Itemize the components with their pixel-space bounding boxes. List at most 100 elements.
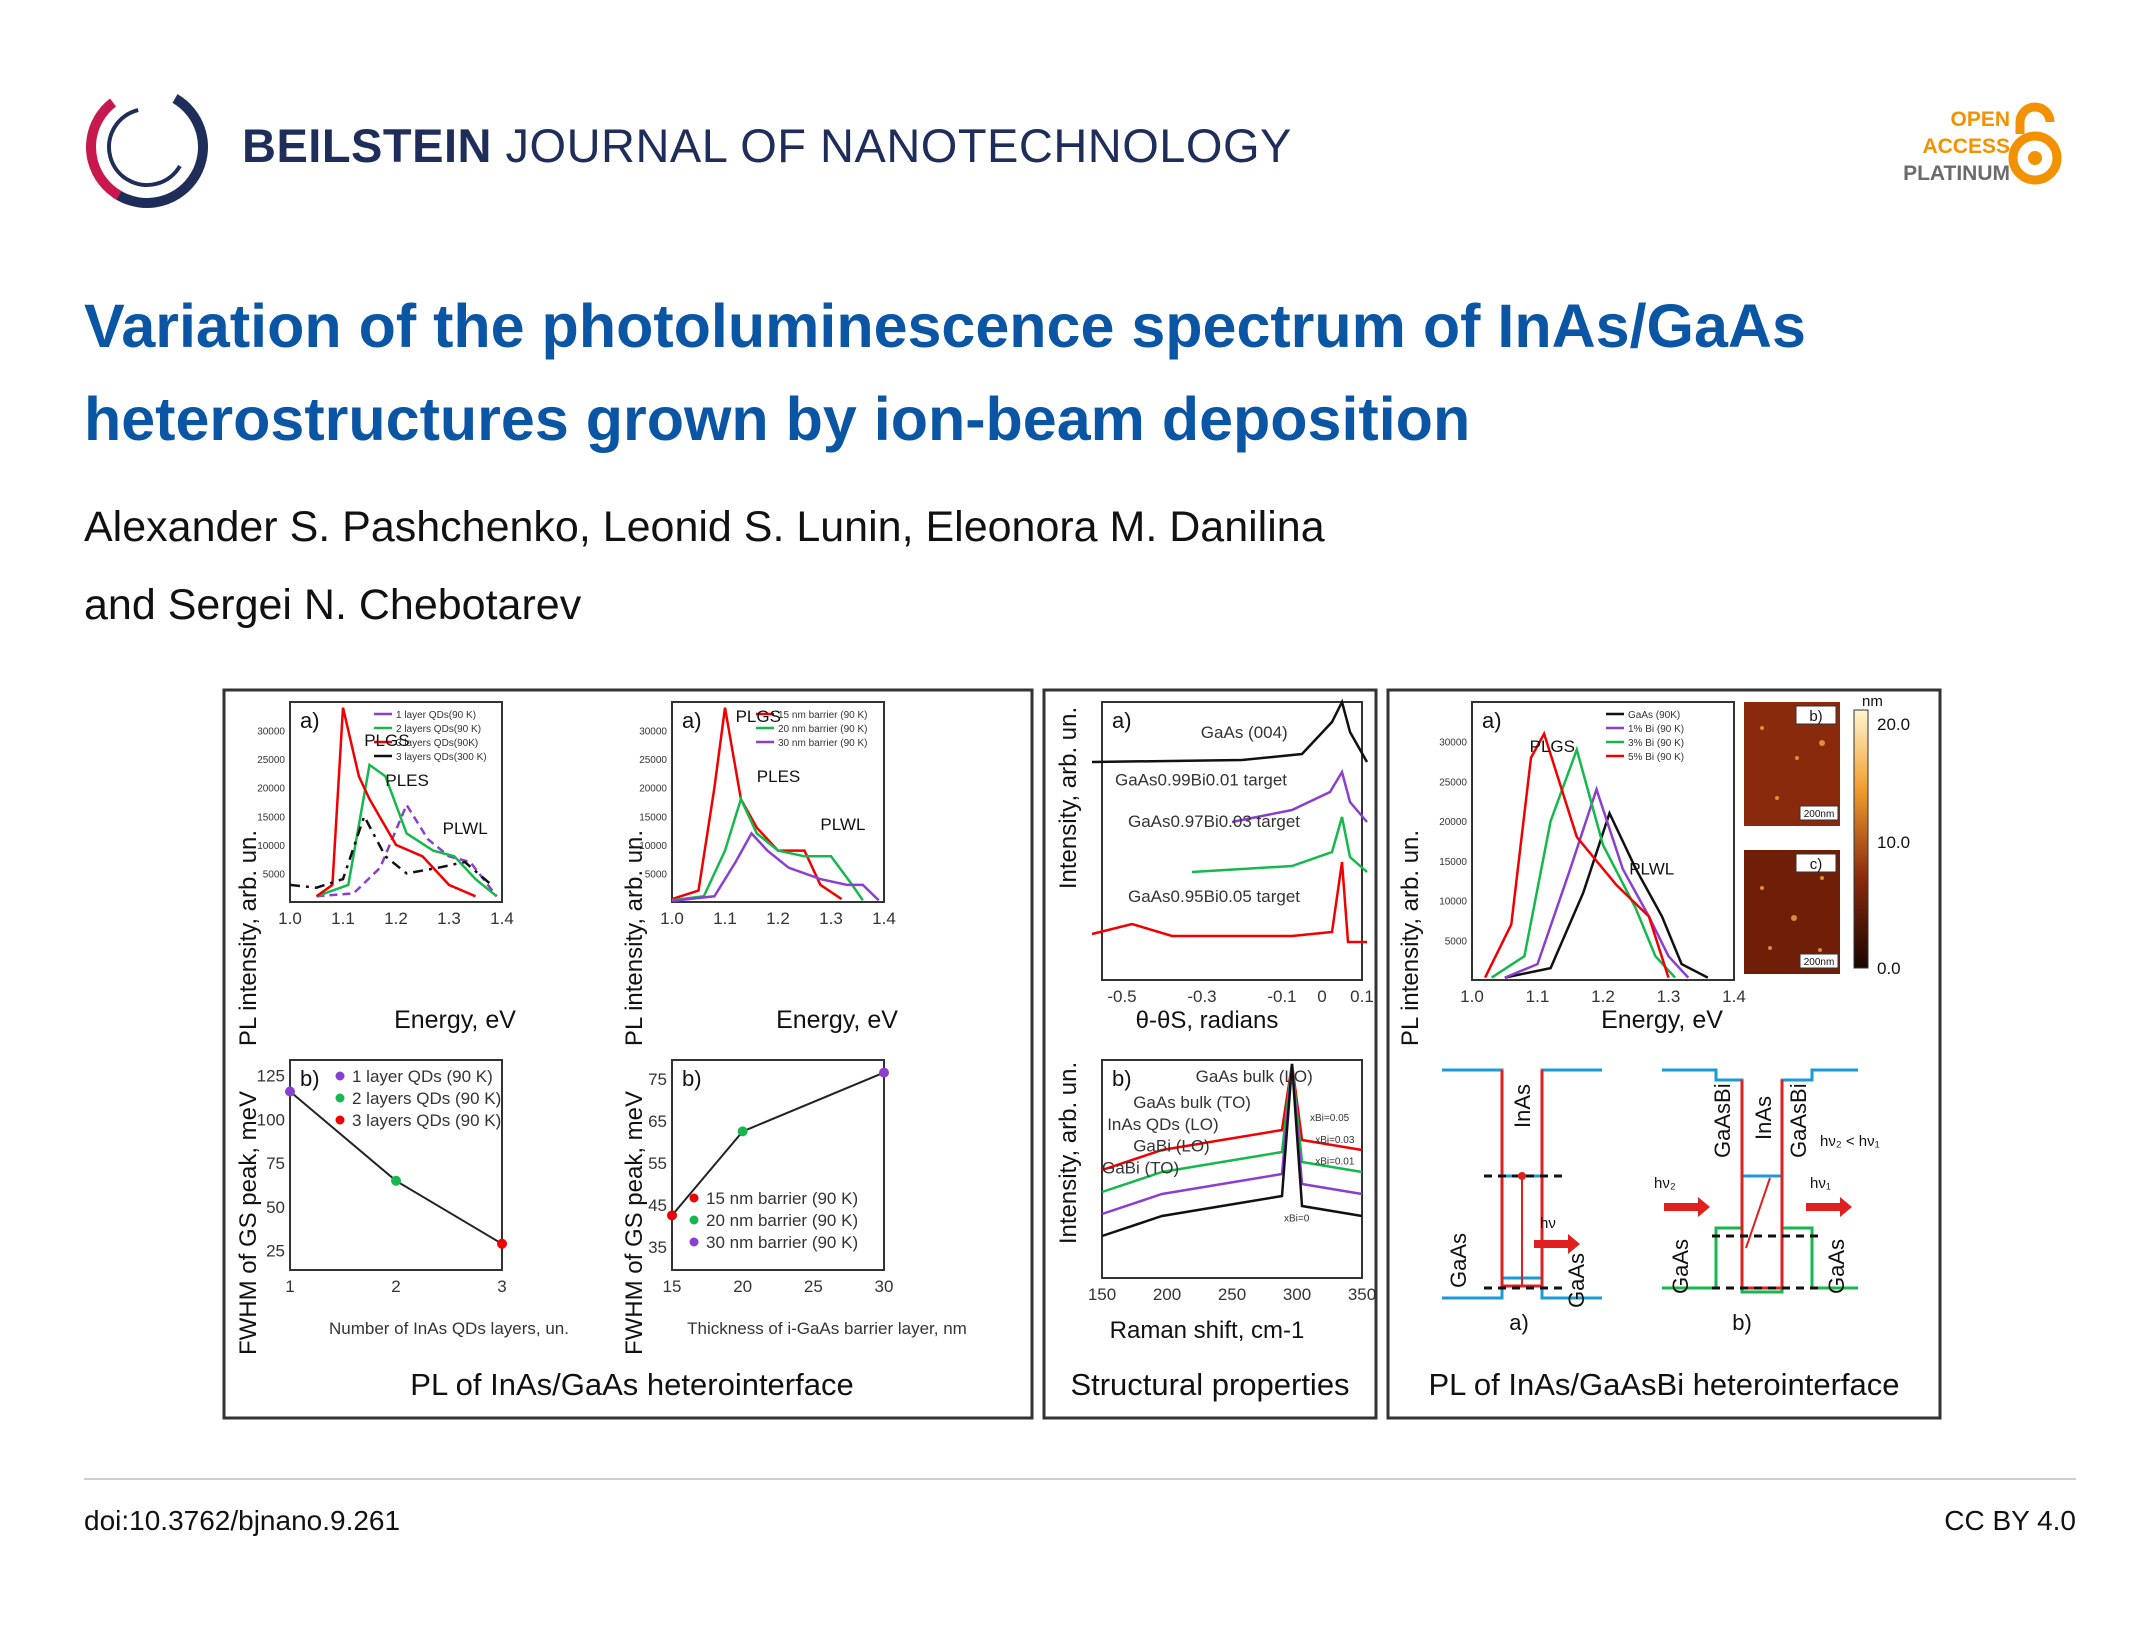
legend-dot-3-2	[689, 1237, 699, 1247]
panel-letter-2: b)	[300, 1066, 320, 1091]
afm-label-b: b)	[1809, 708, 1822, 725]
x-tick-5-0: 150	[1088, 1285, 1116, 1304]
plot-area-2	[289, 1059, 503, 1271]
x-tick-4-1: -0.3	[1187, 987, 1216, 1006]
y-tick-2-4: 125	[257, 1067, 285, 1086]
pl-ylabel-3: PL intensity, arb. un.	[1397, 830, 1424, 1046]
legend-label-0-1: 2 layers QDs(90 K)	[396, 724, 481, 735]
series-1-2	[671, 831, 880, 903]
y-tick-1-1: 10000	[639, 841, 667, 852]
x-tick-6-1: 1.1	[1526, 987, 1550, 1006]
y-tick-6-4: 25000	[1439, 777, 1467, 788]
series-0-3	[289, 813, 493, 889]
panel-letter-3: b)	[682, 1066, 702, 1091]
band-label-gaasbi-2: GaAsBi	[1786, 1083, 1811, 1158]
afm-colorbar	[1853, 709, 1869, 969]
fwhm-ylabel-2: FWHM of GS peak, meV	[621, 1091, 648, 1355]
band-label-gaas-1: GaAs	[1446, 1233, 1471, 1288]
raman-annotation-2: InAs QDs (LO)	[1107, 1115, 1218, 1134]
raman-curve-1	[1101, 1063, 1363, 1194]
band-label-gaas-4: GaAs	[1824, 1239, 1849, 1294]
y-tick-3-1: 45	[648, 1196, 667, 1215]
pl-ylabel-1: PL intensity, arb. un.	[235, 830, 262, 1046]
raman-annotation-4: GaBi (TO)	[1102, 1158, 1179, 1177]
x-tick-3-0: 15	[663, 1277, 682, 1296]
peak-label-0-0: PLGS	[364, 731, 409, 750]
raman-annotation-5: xBi=0.05	[1310, 1113, 1350, 1124]
x-tick-5-1: 200	[1153, 1285, 1181, 1304]
legend-dot-2-2	[335, 1115, 345, 1125]
x-tick-1-4: 1.4	[872, 909, 896, 928]
series-6-0	[1504, 809, 1709, 979]
x-tick-0-4: 1.4	[490, 909, 514, 928]
x-tick-3-2: 25	[804, 1277, 823, 1296]
plot-area-1	[671, 701, 885, 903]
series-0-1	[316, 762, 498, 898]
band-label-inas-2: InAs	[1751, 1096, 1776, 1140]
legend-label-3-0: 15 nm barrier (90 K)	[706, 1189, 858, 1208]
band-hv1: hν₁	[1810, 1175, 1831, 1192]
open-access-line-3: PLATINUM	[1903, 162, 2010, 185]
fwhm-ylabel-1: FWHM of GS peak, meV	[235, 1091, 262, 1355]
x-tick-4-3: 0	[1317, 987, 1326, 1006]
peak-label-0-1: PLES	[385, 771, 428, 790]
afm-tick-20: 20.0	[1877, 715, 1910, 734]
raman-xlabel: Raman shift, cm-1	[1110, 1317, 1305, 1344]
y-tick-6-5: 30000	[1439, 738, 1467, 749]
x-tick-2-0: 1	[285, 1277, 294, 1296]
legend-label-2-1: 2 layers QDs (90 K)	[352, 1089, 501, 1108]
legend-label-1-2: 30 nm barrier (90 K)	[778, 738, 867, 749]
legend-label-3-1: 20 nm barrier (90 K)	[706, 1211, 858, 1230]
open-access-lock-icon	[2008, 102, 2062, 185]
theta-xlabel: θ-θS, radians	[1136, 1007, 1279, 1034]
x-tick-5-2: 250	[1218, 1285, 1246, 1304]
legend-dot-3-0	[689, 1193, 699, 1203]
xrd-annotation-1: GaAs0.99Bi0.01 target	[1115, 770, 1287, 789]
band-label-inas-1: InAs	[1510, 1084, 1535, 1128]
y-tick-1-4: 25000	[639, 755, 667, 766]
x-tick-5-4: 350	[1348, 1285, 1376, 1304]
legend-label-1-0: 15 nm barrier (90 K)	[778, 710, 867, 721]
raman-annotation-0: GaAs bulk (LO)	[1196, 1067, 1313, 1086]
series-6-3	[1483, 730, 1670, 979]
panel-letter-5: b)	[1112, 1066, 1132, 1091]
journal-name-bold: BEILSTEIN	[242, 119, 492, 172]
y-tick-1-2: 15000	[639, 812, 667, 823]
point-3-0	[667, 1210, 677, 1221]
x-tick-3-1: 20	[733, 1277, 752, 1296]
afm-unit: nm	[1862, 693, 1883, 710]
legend-label-0-0: 1 layer QDs(90 K)	[396, 710, 476, 721]
journal-name: BEILSTEIN JOURNAL OF NANOTECHNOLOGY	[242, 118, 1292, 173]
legend-label-6-2: 3% Bi (90 K)	[1628, 738, 1684, 749]
point-2-2	[497, 1238, 507, 1249]
chart-pl-barrier: a) 1.0 1.1 1.2 1.3 1.4 5000 10000 15000 20000 2500…	[639, 701, 896, 928]
band-b-label: b)	[1732, 1310, 1752, 1335]
open-access-line-2: ACCESS	[1922, 135, 2010, 158]
footer-divider	[84, 1478, 2076, 1480]
legend-label-1-1: 20 nm barrier (90 K)	[778, 724, 867, 735]
graphical-abstract-figure: PL of InAs/GaAs heterointerface Structur…	[222, 688, 1942, 1420]
band-hv-relation: hν₂ < hν₁	[1820, 1133, 1880, 1150]
article-title: Variation of the photoluminescence spect…	[84, 292, 1806, 453]
open-access-line-1: OPEN	[1950, 108, 2010, 131]
band-diagram-b	[1662, 1068, 1858, 1294]
x-tick-2-2: 3	[497, 1277, 506, 1296]
band-a-label: a)	[1509, 1310, 1529, 1335]
series-0-2	[315, 707, 476, 898]
x-tick-3-3: 30	[875, 1277, 894, 1296]
afm-tick-0: 0.0	[1877, 959, 1901, 978]
journal-name-rest: JOURNAL OF NANOTECHNOLOGY	[491, 119, 1292, 172]
afm-label-c: c)	[1810, 856, 1823, 873]
point-2-0	[285, 1086, 295, 1097]
y-tick-3-3: 65	[648, 1112, 667, 1131]
figure-panel-left	[222, 688, 1034, 1420]
xrd-annotation-2: GaAs0.97Bi0.03 target	[1128, 812, 1300, 831]
panel-letter-0: a)	[300, 708, 320, 733]
xrd-curve-0	[1091, 698, 1369, 764]
plot-area-4	[1101, 701, 1363, 981]
x-tick-0-2: 1.2	[384, 909, 408, 928]
x-tick-5-3: 300	[1283, 1285, 1311, 1304]
band-label-gaas-2: GaAs	[1564, 1253, 1589, 1308]
peak-label-0-2: PLWL	[443, 819, 488, 838]
band-hv2: hν₂	[1654, 1175, 1676, 1192]
